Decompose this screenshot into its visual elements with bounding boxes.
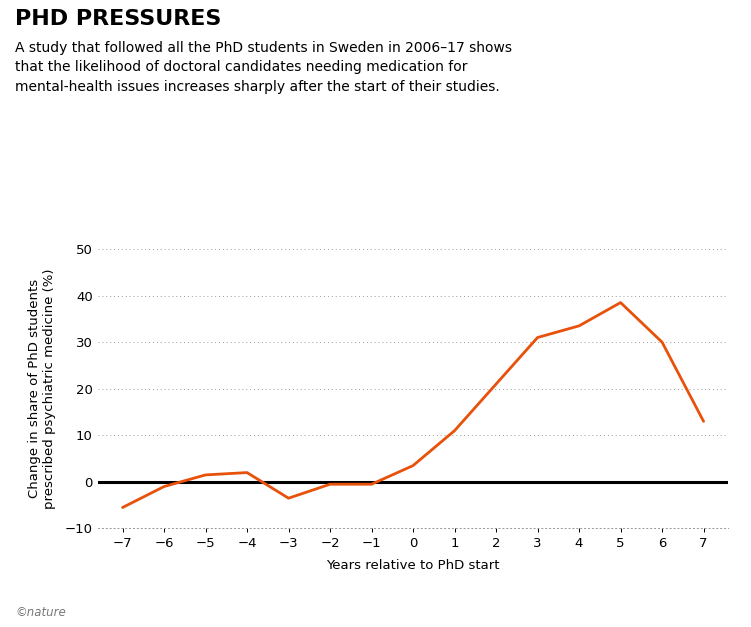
Text: A study that followed all the PhD students in Sweden in 2006–17 shows
that the l: A study that followed all the PhD studen…	[15, 41, 512, 94]
Y-axis label: Change in share of PhD students
prescribed psychiatric medicine (%): Change in share of PhD students prescrib…	[29, 268, 56, 509]
X-axis label: Years relative to PhD start: Years relative to PhD start	[326, 559, 500, 572]
Text: ©nature: ©nature	[15, 606, 66, 619]
Text: PHD PRESSURES: PHD PRESSURES	[15, 9, 222, 29]
